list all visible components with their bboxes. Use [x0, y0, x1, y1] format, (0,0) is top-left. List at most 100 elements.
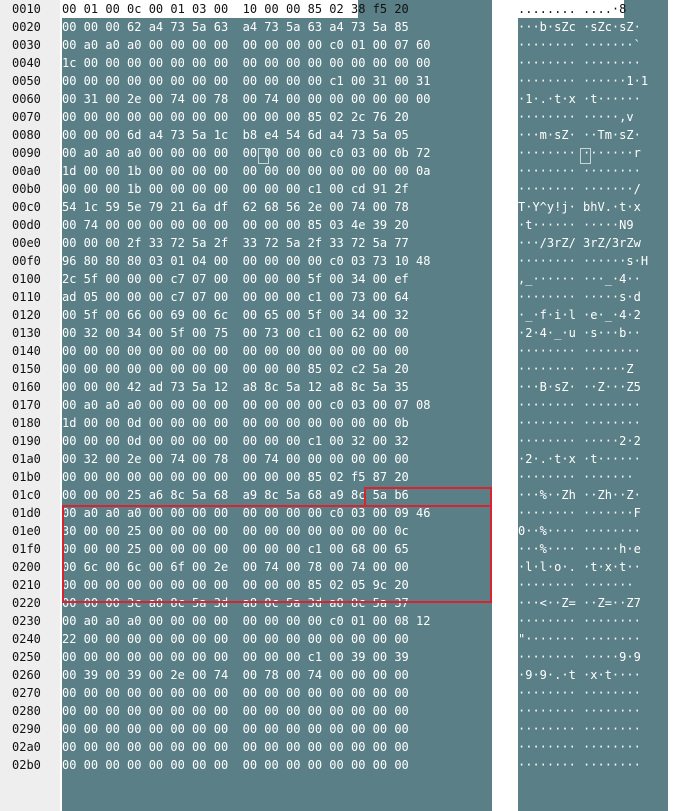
hex-row[interactable]: 01d0 00 a0 a0 a0 00 00 00 00 00 00 00 00 … — [0, 504, 676, 522]
row-hex-bytes[interactable]: 00 5f 00 66 00 69 00 6c 00 65 00 5f 00 3… — [62, 308, 409, 322]
row-ascii[interactable]: ········ ········ — [518, 758, 641, 772]
row-hex-bytes[interactable]: 00 00 00 0d 00 00 00 00 00 00 00 c1 00 3… — [62, 434, 409, 448]
row-ascii[interactable]: ········ ·····9·9 — [518, 650, 641, 664]
row-ascii[interactable]: ········ ·······F — [518, 506, 641, 520]
row-hex-bytes[interactable]: ad 05 00 00 00 c7 07 00 00 00 00 c1 00 7… — [62, 290, 409, 304]
ascii-column[interactable] — [518, 0, 668, 811]
row-ascii[interactable]: ········ ········ — [518, 704, 641, 718]
row-ascii[interactable]: ···m·sZ· ··Tm·sZ· — [518, 128, 641, 142]
row-hex-bytes[interactable]: 00 00 00 00 00 00 00 00 00 00 00 00 00 0… — [62, 704, 409, 718]
hex-row[interactable]: 00f0 96 80 80 80 03 01 04 00 00 00 00 00 … — [0, 252, 676, 270]
hex-row[interactable]: 00b0 00 00 00 1b 00 00 00 00 00 00 00 c1 … — [0, 180, 676, 198]
hex-row[interactable]: 0180 1d 00 00 0d 00 00 00 00 00 00 00 00 … — [0, 414, 676, 432]
hex-row[interactable]: 0270 00 00 00 00 00 00 00 00 00 00 00 00 … — [0, 684, 676, 702]
hex-row[interactable]: 0010 00 01 00 0c 00 01 03 00 10 00 00 85 … — [0, 0, 676, 18]
hex-row[interactable]: 0070 00 00 00 00 00 00 00 00 00 00 00 85 … — [0, 108, 676, 126]
hex-row[interactable]: 0050 00 00 00 00 00 00 00 00 00 00 00 00 … — [0, 72, 676, 90]
row-ascii[interactable]: "······· ········ — [518, 632, 641, 646]
row-hex-bytes[interactable]: 00 00 00 42 ad 73 5a 12 a8 8c 5a 12 a8 8… — [62, 380, 409, 394]
row-hex-bytes[interactable]: 00 00 00 62 a4 73 5a 63 a4 73 5a 63 a4 7… — [62, 20, 409, 34]
row-ascii[interactable]: ·l·l·o·. ·t·x·t·· — [518, 560, 641, 574]
row-hex-bytes[interactable]: 00 00 00 00 00 00 00 00 00 00 00 00 00 0… — [62, 740, 409, 754]
hex-row[interactable]: 0160 00 00 00 42 ad 73 5a 12 a8 8c 5a 12 … — [0, 378, 676, 396]
row-ascii[interactable]: ········ ·······` — [518, 38, 641, 52]
row-ascii[interactable]: ········ ······1·1 — [518, 74, 649, 88]
row-hex-bytes[interactable]: 00 00 00 00 00 00 00 00 00 00 00 c1 00 3… — [62, 650, 409, 664]
row-ascii[interactable]: ········ ········ — [518, 722, 641, 736]
row-hex-bytes[interactable]: 2c 5f 00 00 00 c7 07 00 00 00 00 5f 00 3… — [62, 272, 409, 286]
row-hex-bytes[interactable]: 00 00 00 3c a8 8c 5a 3d a8 8c 5a 3d a8 8… — [62, 596, 409, 610]
hex-row[interactable]: 0060 00 31 00 2e 00 74 00 78 00 74 00 00 … — [0, 90, 676, 108]
row-hex-bytes[interactable]: 00 00 00 00 00 00 00 00 00 00 00 85 02 c… — [62, 362, 409, 376]
hex-row[interactable]: 0120 00 5f 00 66 00 69 00 6c 00 65 00 5f … — [0, 306, 676, 324]
row-hex-bytes[interactable]: 00 00 00 1b 00 00 00 00 00 00 00 c1 00 c… — [62, 182, 409, 196]
row-ascii[interactable]: ,_······ ···_·4·· — [518, 272, 641, 286]
hex-row[interactable]: 00c0 54 1c 59 5e 79 21 6a df 62 68 56 2e … — [0, 198, 676, 216]
row-hex-bytes[interactable]: 00 00 00 25 a6 8c 5a 68 a9 8c 5a 68 a9 8… — [62, 488, 409, 502]
hex-row[interactable]: 0190 00 00 00 0d 00 00 00 00 00 00 00 c1 … — [0, 432, 676, 450]
hex-row[interactable]: 0140 00 00 00 00 00 00 00 00 00 00 00 00 … — [0, 342, 676, 360]
hex-row[interactable]: 01a0 00 32 00 2e 00 74 00 78 00 74 00 00 … — [0, 450, 676, 468]
row-hex-bytes[interactable]: 00 6c 00 6c 00 6f 00 2e 00 74 00 78 00 7… — [62, 560, 409, 574]
row-ascii[interactable]: ···/3rZ/ 3rZ/3rZw — [518, 236, 641, 250]
row-hex-bytes[interactable]: 00 74 00 00 00 00 00 00 00 00 00 85 03 4… — [62, 218, 409, 232]
hex-row[interactable]: 0100 2c 5f 00 00 00 c7 07 00 00 00 00 5f … — [0, 270, 676, 288]
hex-row[interactable]: 00d0 00 74 00 00 00 00 00 00 00 00 00 85 … — [0, 216, 676, 234]
row-ascii[interactable]: ········ ········ — [518, 344, 641, 358]
hex-row[interactable]: 02b0 00 00 00 00 00 00 00 00 00 00 00 00 … — [0, 756, 676, 774]
row-hex-bytes[interactable]: 00 00 00 00 00 00 00 00 00 00 00 85 02 f… — [62, 470, 409, 484]
hex-row[interactable]: 0110 ad 05 00 00 00 c7 07 00 00 00 00 c1 … — [0, 288, 676, 306]
row-hex-bytes[interactable]: 30 00 00 25 00 00 00 00 00 00 00 00 00 0… — [62, 524, 409, 538]
row-hex-bytes[interactable]: 00 32 00 34 00 5f 00 75 00 73 00 c1 00 6… — [62, 326, 409, 340]
row-hex-bytes[interactable]: 00 a0 a0 a0 00 00 00 00 00 00 00 00 c0 0… — [62, 38, 431, 52]
row-ascii[interactable]: ········ ········ — [518, 416, 641, 430]
hex-row[interactable]: 0170 00 a0 a0 a0 00 00 00 00 00 00 00 00 … — [0, 396, 676, 414]
hex-row[interactable]: 01c0 00 00 00 25 a6 8c 5a 68 a9 8c 5a 68 … — [0, 486, 676, 504]
hex-row[interactable]: 0240 22 00 00 00 00 00 00 00 00 00 00 00 … — [0, 630, 676, 648]
hex-column[interactable] — [62, 0, 492, 811]
row-hex-bytes[interactable]: 00 00 00 00 00 00 00 00 00 00 00 00 00 0… — [62, 758, 409, 772]
hex-row[interactable]: 0130 00 32 00 34 00 5f 00 75 00 73 00 c1 … — [0, 324, 676, 342]
row-hex-bytes[interactable]: 00 00 00 00 00 00 00 00 00 00 00 85 02 2… — [62, 110, 409, 124]
row-ascii[interactable]: ···B·sZ· ··Z···Z5 — [518, 380, 641, 394]
row-hex-bytes[interactable]: 00 01 00 0c 00 01 03 00 10 00 00 85 02 3… — [62, 2, 409, 16]
row-ascii[interactable]: ········ ·······/ — [518, 182, 641, 196]
row-hex-bytes[interactable]: 00 31 00 2e 00 74 00 78 00 74 00 00 00 0… — [62, 92, 431, 106]
row-ascii[interactable]: ···b·sZc ·sZc·sZ· — [518, 20, 641, 34]
row-ascii[interactable]: ········ ·····2·2 — [518, 434, 641, 448]
hex-row[interactable]: 0290 00 00 00 00 00 00 00 00 00 00 00 00 … — [0, 720, 676, 738]
hex-row[interactable]: 0200 00 6c 00 6c 00 6f 00 2e 00 74 00 78 … — [0, 558, 676, 576]
hex-row[interactable]: 00a0 1d 00 00 1b 00 00 00 00 00 00 00 00 … — [0, 162, 676, 180]
hex-row[interactable]: 02a0 00 00 00 00 00 00 00 00 00 00 00 00 … — [0, 738, 676, 756]
row-hex-bytes[interactable]: 00 a0 a0 a0 00 00 00 00 00 00 00 00 c0 0… — [62, 146, 431, 160]
hex-row[interactable]: 0020 00 00 00 62 a4 73 5a 63 a4 73 5a 63 … — [0, 18, 676, 36]
row-ascii[interactable]: ········ ······s·H — [518, 254, 649, 268]
hex-row[interactable]: 0090 00 a0 a0 a0 00 00 00 00 00 00 00 00 … — [0, 144, 676, 162]
row-ascii[interactable]: ········ ·····,v — [518, 110, 641, 124]
row-ascii[interactable]: ········ ········ — [518, 398, 641, 412]
row-ascii[interactable]: ········ ········ — [518, 614, 641, 628]
row-ascii[interactable]: ········ ·····s·d — [518, 290, 641, 304]
row-ascii[interactable]: ········ ······· — [518, 578, 641, 592]
hex-row[interactable]: 01f0 00 00 00 25 00 00 00 00 00 00 00 c1 … — [0, 540, 676, 558]
row-ascii[interactable]: ·2·.·t·x ·t······ — [518, 452, 641, 466]
row-hex-bytes[interactable]: 00 39 00 39 00 2e 00 74 00 78 00 74 00 0… — [62, 668, 409, 682]
row-hex-bytes[interactable]: 1d 00 00 1b 00 00 00 00 00 00 00 00 00 0… — [62, 164, 431, 178]
row-ascii[interactable]: ·1·.·t·x ·t······ — [518, 92, 641, 106]
row-ascii[interactable]: ········ ······· — [518, 470, 641, 484]
row-hex-bytes[interactable]: 00 00 00 00 00 00 00 00 00 00 00 00 00 0… — [62, 344, 409, 358]
row-hex-bytes[interactable]: 00 32 00 2e 00 74 00 78 00 74 00 00 00 0… — [62, 452, 409, 466]
row-hex-bytes[interactable]: 00 00 00 6d a4 73 5a 1c b8 e4 54 6d a4 7… — [62, 128, 409, 142]
row-ascii[interactable]: ........ ....·8 — [518, 2, 634, 16]
hex-row[interactable]: 00e0 00 00 00 2f 33 72 5a 2f 33 72 5a 2f … — [0, 234, 676, 252]
row-ascii[interactable]: ········ ·······r — [518, 146, 641, 160]
row-ascii[interactable]: ········ ········ — [518, 686, 641, 700]
row-ascii[interactable]: ···%···· ·····h·e — [518, 542, 641, 556]
row-hex-bytes[interactable]: 00 00 00 25 00 00 00 00 00 00 00 c1 00 6… — [62, 542, 409, 556]
row-hex-bytes[interactable]: 00 a0 a0 a0 00 00 00 00 00 00 00 00 c0 0… — [62, 614, 431, 628]
row-hex-bytes[interactable]: 00 00 00 00 00 00 00 00 00 00 00 00 c1 0… — [62, 74, 431, 88]
hex-row[interactable]: 0030 00 a0 a0 a0 00 00 00 00 00 00 00 00 … — [0, 36, 676, 54]
hex-row[interactable]: 0280 00 00 00 00 00 00 00 00 00 00 00 00 … — [0, 702, 676, 720]
row-ascii[interactable]: ········ ········ — [518, 164, 641, 178]
